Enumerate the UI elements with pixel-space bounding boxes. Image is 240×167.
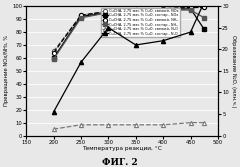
CuCHA, 2,75 мас.% CuO, свежий, N₂O [162, 124, 165, 126]
CuCHA, 2,75 мас.% CuO, свежий, NH₃ [189, 7, 192, 9]
CuCHA, 2,75 мас.% CuO, состар., N₂O [107, 27, 110, 29]
CuCHA, 2,75 мас.% CuO, состар., NH₃ [134, 10, 137, 12]
CuCHA, 2,75 мас.% CuO, состар., NOx [189, 8, 192, 10]
Line: CuCHA, 2,75 мас.% CuO, свежий, NOx: CuCHA, 2,75 мас.% CuO, свежий, NOx [52, 5, 206, 54]
CuCHA, 2,75 мас.% CuO, состар., NH₃ [162, 9, 165, 11]
CuCHA, 2,75 мас.% CuO, свежий, N₂O [80, 124, 83, 126]
CuCHA, 2,75 мас.% CuO, состар., NH₃ [107, 12, 110, 14]
CuCHA, 2,75 мас.% CuO, состар., NH₃ [189, 9, 192, 11]
CuCHA, 2,75 мас.% CuO, свежий, NH₃ [80, 14, 83, 16]
CuCHA, 2,75 мас.% CuO, состар., NOx [107, 12, 110, 14]
CuCHA, 2,75 мас.% CuO, свежий, NH₃ [203, 7, 206, 9]
Line: CuCHA, 2,75 мас.% CuO, состар., NH₃: CuCHA, 2,75 мас.% CuO, состар., NH₃ [52, 8, 206, 61]
CuCHA, 2,75 мас.% CuO, свежий, NOx [107, 10, 110, 12]
CuCHA, 2,75 мас.% CuO, состар., NOx [162, 9, 165, 11]
CuCHA, 2,75 мас.% CuO, свежий, N₂O [189, 122, 192, 124]
Y-axis label: Превращение NOx/NH₃, %: Превращение NOx/NH₃, % [4, 35, 9, 106]
CuCHA, 2,75 мас.% CuO, состар., NOx [203, 28, 206, 30]
CuCHA, 2,75 мас.% CuO, состар., N₂O [52, 111, 55, 113]
Y-axis label: Образование N₂O, (млн.ч.): Образование N₂O, (млн.ч.) [231, 35, 236, 107]
CuCHA, 2,75 мас.% CuO, состар., NOx [52, 57, 55, 59]
CuCHA, 2,75 мас.% CuO, свежий, NOx [134, 9, 137, 11]
CuCHA, 2,75 мас.% CuO, свежий, N₂O [52, 128, 55, 130]
CuCHA, 2,75 мас.% CuO, свежий, NH₃ [162, 8, 165, 10]
CuCHA, 2,75 мас.% CuO, состар., NH₃ [80, 17, 83, 19]
CuCHA, 2,75 мас.% CuO, состар., NOx [80, 16, 83, 18]
CuCHA, 2,75 мас.% CuO, состар., N₂O [189, 31, 192, 33]
CuCHA, 2,75 мас.% CuO, состар., N₂O [162, 40, 165, 42]
Line: CuCHA, 2,75 мас.% CuO, состар., NOx: CuCHA, 2,75 мас.% CuO, состар., NOx [52, 7, 206, 60]
CuCHA, 2,75 мас.% CuO, свежий, NOx [203, 7, 206, 9]
CuCHA, 2,75 мас.% CuO, состар., N₂O [134, 44, 137, 46]
CuCHA, 2,75 мас.% CuO, состар., NOx [134, 10, 137, 12]
CuCHA, 2,75 мас.% CuO, свежий, NOx [189, 7, 192, 9]
Text: ФИГ. 2: ФИГ. 2 [102, 158, 138, 167]
CuCHA, 2,75 мас.% CuO, свежий, N₂O [107, 124, 110, 126]
Line: CuCHA, 2,75 мас.% CuO, свежий, NH₃: CuCHA, 2,75 мас.% CuO, свежий, NH₃ [52, 5, 206, 55]
X-axis label: Температура реакции, °C: Температура реакции, °C [82, 146, 162, 151]
Line: CuCHA, 2,75 мас.% CuO, состар., N₂O: CuCHA, 2,75 мас.% CuO, состар., N₂O [52, 0, 206, 114]
CuCHA, 2,75 мас.% CuO, свежий, N₂O [203, 122, 206, 124]
Legend: CuCHA, 2,75 мас.% CuO, свежий, NOx, CuCHA, 2,75 мас.% CuO, состар., NOx, CuCHA, : CuCHA, 2,75 мас.% CuO, свежий, NOx, CuCH… [101, 8, 180, 37]
Line: CuCHA, 2,75 мас.% CuO, свежий, N₂O: CuCHA, 2,75 мас.% CuO, свежий, N₂O [52, 121, 206, 131]
CuCHA, 2,75 мас.% CuO, состар., N₂O [203, 1, 206, 3]
CuCHA, 2,75 мас.% CuO, состар., NH₃ [52, 58, 55, 60]
CuCHA, 2,75 мас.% CuO, свежий, NOx [162, 8, 165, 10]
CuCHA, 2,75 мас.% CuO, свежий, NH₃ [52, 52, 55, 54]
CuCHA, 2,75 мас.% CuO, свежий, NOx [52, 50, 55, 52]
CuCHA, 2,75 мас.% CuO, состар., NH₃ [203, 17, 206, 19]
CuCHA, 2,75 мас.% CuO, состар., N₂O [80, 61, 83, 63]
CuCHA, 2,75 мас.% CuO, свежий, NH₃ [107, 10, 110, 12]
CuCHA, 2,75 мас.% CuO, свежий, NH₃ [134, 9, 137, 11]
CuCHA, 2,75 мас.% CuO, свежий, N₂O [134, 124, 137, 126]
CuCHA, 2,75 мас.% CuO, свежий, NOx [80, 14, 83, 16]
